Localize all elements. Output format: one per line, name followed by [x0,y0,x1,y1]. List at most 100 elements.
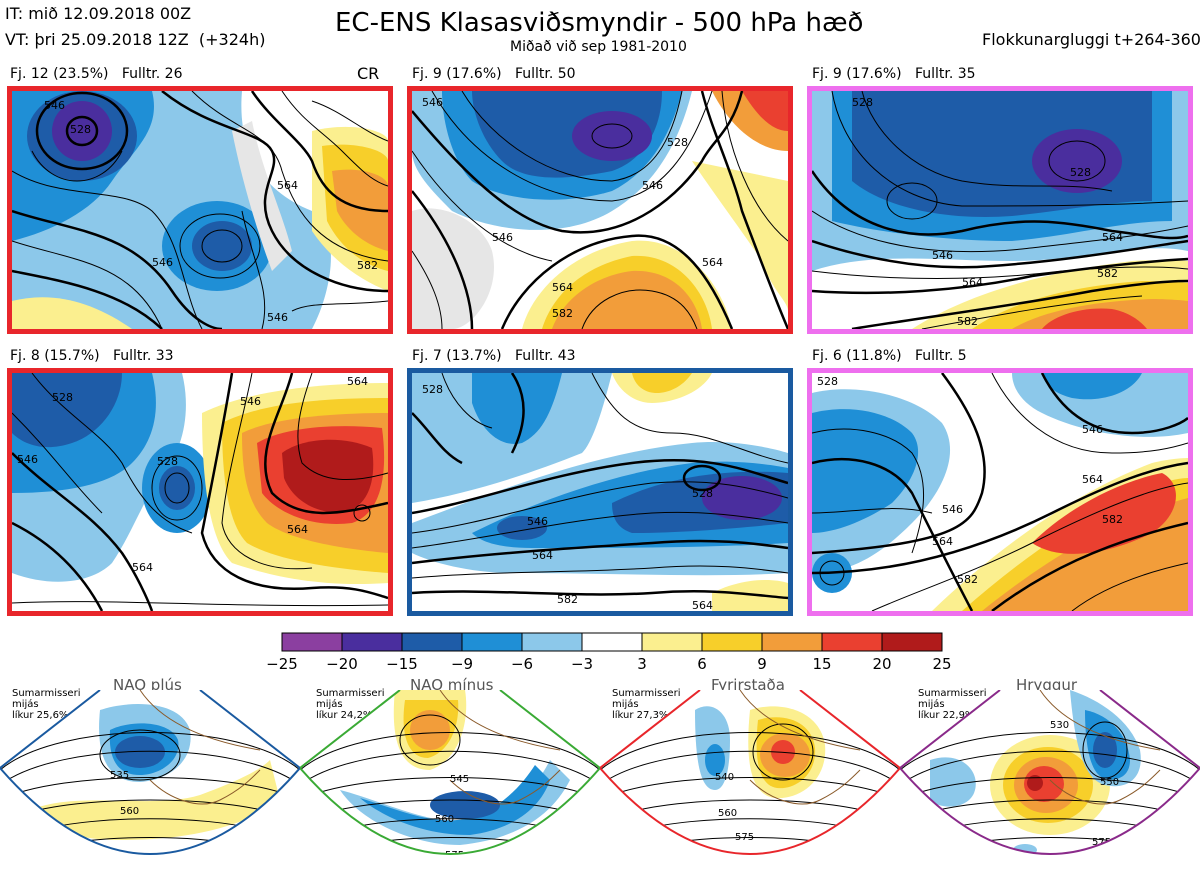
regime-2-label-2: 560 [435,814,454,825]
colorbar-tick-label: −15 [386,655,418,673]
regime-3-label-3: 575 [735,832,754,843]
panel-6-members: Fulltr. 5 [914,348,967,364]
contour-label: 546 [942,503,963,516]
regime-4-note-mean: mijás [918,699,945,710]
colorbar-swatch [401,632,463,652]
regime-3-map: 540 560 575 [599,689,902,875]
cluster-map-5: 528 528 546 564 582 564 [407,368,793,616]
contour-label: 546 [527,515,548,528]
panel-4-members: Fulltr. 33 [112,348,174,364]
panel-3-members: Fulltr. 35 [914,66,976,82]
contour-label: 564 [287,523,308,536]
colorbar [280,632,944,656]
contour-label: 528 [52,391,73,404]
regime-4-note-season: Sumarmisseri [918,688,987,699]
panel-4-label: Fj. 8 (15.7%) [10,348,100,364]
contour-label: 528 [70,123,91,136]
panel-1-label: Fj. 12 (23.5%) [10,66,109,82]
regime-1-note-prob: líkur 25,6% [12,710,69,721]
colorbar-swatch [761,632,823,652]
contour-label: 528 [157,455,178,468]
contour-label: 546 [44,99,65,112]
regime-3-note-prob: líkur 27,3% [612,710,669,721]
cluster-map-2: 546 528 546 546 564 582 564 [407,86,793,334]
contour-label: 564 [962,276,983,289]
contour-label: 528 [422,383,443,396]
colorbar-swatch [521,632,583,652]
contour-label: 546 [267,311,288,324]
panel-5-label: Fj. 7 (13.7%) [412,348,502,364]
regime-1-title: NAO plús [113,676,182,694]
contour-label: 582 [557,593,578,606]
colorbar-tick-label: −6 [510,655,534,673]
panel-6-title: Fj. 6 (11.8%) Fulltr. 5 [812,348,967,364]
page-subtitle: Miðað við sep 1981-2010 [510,39,687,55]
panel-4-title: Fj. 8 (15.7%) Fulltr. 33 [10,348,174,364]
regime-4-title: Hryggur [1016,676,1078,694]
regime-4-note-prob: líkur 22,9% [918,710,975,721]
cluster-map-3: 528 528 546 564 582 564 582 [807,86,1193,334]
regime-3-note-mean: mijás [612,699,639,710]
colorbar-swatch [821,632,883,652]
contour-label: 528 [667,136,688,149]
panel-5-members: Fulltr. 43 [514,348,576,364]
colorbar-tick-label: 20 [872,655,892,673]
regime-2-label-3: 575 [445,850,464,861]
regime-2-note-prob: líkur 24,2% [316,710,373,721]
colorbar-swatch [641,632,703,652]
regime-2-note-season: Sumarmisseri [316,688,385,699]
contour-label: 528 [852,96,873,109]
colorbar-tick-label: −3 [570,655,594,673]
panel-1-members: Fulltr. 26 [121,66,183,82]
panel-3-label: Fj. 9 (17.6%) [812,66,902,82]
contour-label: 582 [1097,267,1118,280]
lead-time: (+324h) [198,30,266,49]
colorbar-swatch [881,632,943,652]
regime-2-title: NAO mínus [410,676,494,694]
regime-4-label-1: 530 [1050,720,1069,731]
regime-1-label-1: 535 [110,770,129,781]
colorbar-tick-label: 15 [812,655,832,673]
regime-2-note-mean: mijás [316,699,343,710]
panel-2-title: Fj. 9 (17.6%) Fulltr. 50 [412,66,576,82]
regime-3-note: Sumarmisseri mijás líkur 27,3% [612,688,680,721]
regime-3-label-2: 560 [718,808,737,819]
contour-label: 546 [422,96,443,109]
regime-2-note: Sumarmisseri mijás líkur 24,2% [316,688,384,721]
regime-2-label-1: 545 [450,774,469,785]
contour-label: 564 [692,599,713,611]
contour-label: 528 [1070,166,1091,179]
contour-label: 546 [17,453,38,466]
contour-label: 564 [1082,473,1103,486]
contour-label: 564 [932,535,953,548]
classification-window: Flokkunargluggi t+264-360 [982,30,1200,49]
page-title: EC-ENS Klasasviðsmyndir - 500 hPa hæð [335,8,864,38]
regime-4-label-2: 550 [1100,777,1119,788]
colorbar-swatch [581,632,643,652]
contour-label: 564 [1102,231,1123,244]
colorbar-tick-label: 3 [637,655,647,673]
colorbar-swatch [701,632,763,652]
contour-label: 546 [492,231,513,244]
regime-4-map: 530 550 575 [899,689,1200,875]
contour-label: 582 [1102,513,1123,526]
colorbar-swatch [281,632,343,652]
contour-label: 564 [702,256,723,269]
colorbar-tick-label: 25 [932,655,952,673]
contour-label: 546 [152,256,173,269]
regime-4-note: Sumarmisseri mijás líkur 22,9% [918,688,986,721]
panel-1-title: Fj. 12 (23.5%) Fulltr. 26 [10,66,183,82]
contour-label: 546 [240,395,261,408]
panel-1-marker: CR [357,64,380,83]
colorbar-tick-label: −20 [326,655,358,673]
colorbar-tick-label: −9 [450,655,474,673]
contour-label: 546 [932,249,953,262]
colorbar-tick-label: −25 [266,655,298,673]
contour-label: 564 [132,561,153,574]
contour-label: 546 [642,179,663,192]
cluster-map-1: 546 528 546 564 582 546 [7,86,393,334]
panel-5-title: Fj. 7 (13.7%) Fulltr. 43 [412,348,576,364]
regime-3-label-1: 540 [715,772,734,783]
regime-3-title: Fyrirstaða [711,676,785,694]
panel-3-title: Fj. 9 (17.6%) Fulltr. 35 [812,66,976,82]
